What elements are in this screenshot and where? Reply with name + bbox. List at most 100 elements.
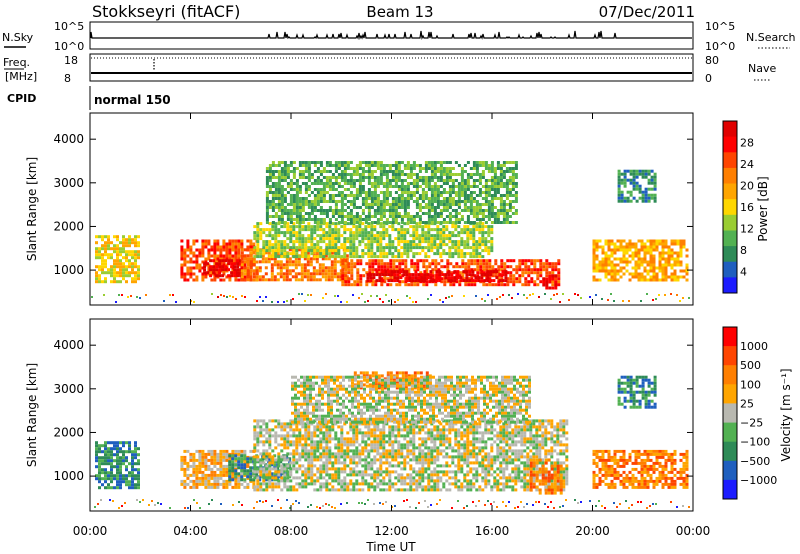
power-cell: [370, 237, 374, 241]
power-cell: [283, 221, 287, 224]
power-cell: [243, 272, 247, 276]
velocity-cell: [337, 458, 341, 462]
velocity-cell: [259, 467, 263, 471]
power-cell: [632, 184, 636, 188]
power-cell: [514, 173, 518, 176]
power-cell: [413, 268, 417, 272]
velocity-cell: [331, 455, 335, 459]
power-cell: [268, 164, 272, 167]
power-cell: [367, 240, 371, 244]
velocity-cell: [207, 485, 211, 489]
power-cell: [556, 293, 558, 295]
power-cell: [430, 197, 434, 200]
power-cell: [433, 188, 437, 191]
power-cell: [658, 257, 662, 261]
power-cell: [448, 246, 452, 250]
power-cell: [451, 197, 455, 200]
power-cell: [358, 255, 362, 259]
velocity-cell: [322, 452, 326, 456]
power-cell: [131, 265, 134, 269]
power-cell: [493, 185, 497, 188]
power-cell: [607, 299, 609, 301]
power-cell: [418, 179, 422, 182]
velocity-cell: [307, 434, 311, 438]
power-cell: [542, 268, 546, 272]
velocity-cell: [249, 449, 253, 453]
power-cell: [487, 249, 491, 253]
velocity-cell: [243, 478, 247, 482]
power-cell: [298, 215, 302, 218]
power-cell: [307, 203, 311, 206]
velocity-cell: [280, 488, 284, 492]
power-cell: [334, 179, 338, 182]
power-cell: [481, 197, 485, 200]
power-cell: [454, 225, 458, 229]
power-cell: [104, 265, 107, 269]
velocity-cell: [274, 446, 278, 450]
power-cell: [542, 265, 546, 269]
power-cell: [209, 268, 213, 272]
power-cell: [398, 259, 402, 263]
power-cell: [334, 182, 338, 185]
power-cell: [424, 255, 428, 259]
power-cell: [649, 266, 653, 270]
power-cell: [661, 239, 665, 243]
power-cell: [616, 245, 620, 249]
power-cell: [334, 246, 338, 250]
power-cell: [536, 274, 540, 278]
power-cell: [131, 256, 134, 260]
power-cell: [131, 238, 134, 242]
power-cell: [463, 203, 467, 206]
velocity-cell: [265, 464, 269, 468]
velocity-cell: [307, 473, 311, 477]
power-cell: [673, 239, 677, 243]
power-cell: [661, 248, 665, 252]
velocity-cell: [304, 440, 308, 444]
power-cell: [439, 243, 443, 247]
power-cell: [655, 239, 659, 243]
power-cell: [268, 246, 272, 250]
power-cell: [358, 173, 362, 176]
power-cell: [468, 279, 472, 283]
power-cell: [487, 203, 491, 206]
power-cell: [607, 260, 611, 264]
power-cell: [268, 228, 272, 232]
power-cell: [439, 167, 443, 170]
power-cell: [119, 265, 122, 269]
power-cell: [682, 275, 686, 279]
power-cell: [509, 277, 513, 281]
power-cell: [622, 257, 626, 261]
velocity-cell: [207, 476, 211, 480]
velocity-cell: [304, 455, 308, 459]
velocity-cell: [277, 422, 281, 426]
power-cell: [601, 257, 605, 261]
power-cell: [301, 228, 305, 232]
power-cell: [406, 194, 410, 197]
power-cell: [469, 237, 473, 241]
velocity-cell: [252, 482, 256, 486]
power-cell: [466, 237, 470, 241]
power-cell: [331, 197, 335, 200]
velocity-cell: [98, 444, 101, 448]
velocity-cell: [125, 480, 128, 484]
power-cell: [527, 265, 531, 269]
power-cell: [502, 200, 506, 203]
velocity-cell: [274, 431, 278, 435]
power-cell: [211, 293, 213, 295]
power-cell: [110, 274, 113, 278]
power-cell: [318, 269, 322, 273]
power-cell: [370, 295, 372, 297]
power-cell: [276, 263, 280, 267]
velocity-cell: [201, 458, 205, 462]
power-cell: [445, 173, 449, 176]
power-cell: [462, 279, 466, 283]
power-cell: [601, 245, 605, 249]
power-cell: [192, 266, 196, 270]
power-cell: [448, 255, 452, 259]
power-cell: [343, 209, 347, 212]
velocity-cell: [289, 461, 293, 465]
velocity-cell: [292, 455, 296, 459]
power-cell: [406, 182, 410, 185]
power-cell: [258, 269, 262, 273]
power-cell: [298, 255, 302, 259]
